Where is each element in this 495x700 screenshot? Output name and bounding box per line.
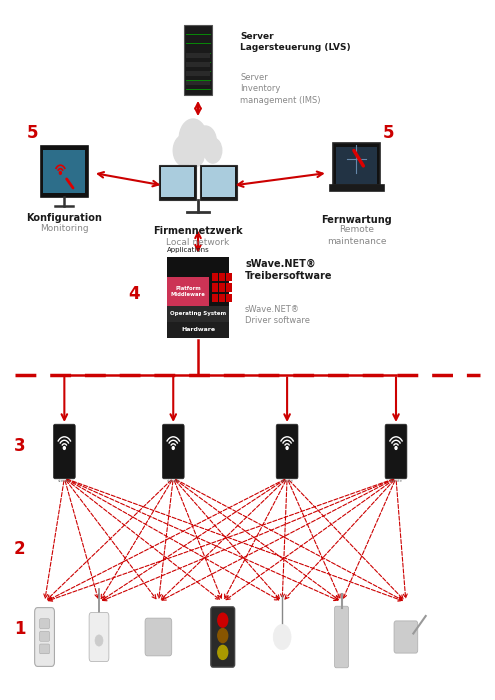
FancyBboxPatch shape	[394, 621, 418, 653]
FancyBboxPatch shape	[162, 424, 184, 479]
FancyBboxPatch shape	[167, 322, 229, 338]
FancyBboxPatch shape	[336, 147, 377, 184]
Text: Monitoring: Monitoring	[40, 224, 89, 233]
FancyBboxPatch shape	[167, 277, 209, 305]
FancyBboxPatch shape	[212, 283, 218, 291]
FancyBboxPatch shape	[211, 607, 235, 667]
Text: 3: 3	[14, 437, 26, 455]
FancyBboxPatch shape	[333, 144, 380, 188]
Text: steute: steute	[390, 479, 402, 483]
FancyBboxPatch shape	[167, 305, 229, 322]
FancyBboxPatch shape	[329, 183, 384, 190]
Circle shape	[195, 126, 216, 157]
Text: Server
Lagersteuerung (LVS): Server Lagersteuerung (LVS)	[240, 32, 350, 52]
Text: 4: 4	[128, 285, 140, 303]
Circle shape	[218, 645, 228, 659]
Circle shape	[95, 635, 103, 646]
Text: 5: 5	[383, 124, 395, 142]
FancyBboxPatch shape	[89, 612, 109, 662]
FancyBboxPatch shape	[167, 258, 229, 338]
Circle shape	[273, 624, 291, 650]
Circle shape	[173, 135, 195, 166]
Text: 1: 1	[14, 620, 26, 638]
Circle shape	[59, 172, 61, 174]
FancyBboxPatch shape	[212, 294, 218, 302]
Text: sWave.NET®
Driver software: sWave.NET® Driver software	[245, 304, 310, 326]
Text: 2: 2	[14, 540, 26, 559]
FancyBboxPatch shape	[40, 644, 50, 654]
FancyBboxPatch shape	[227, 294, 233, 302]
FancyBboxPatch shape	[227, 283, 233, 291]
FancyBboxPatch shape	[44, 150, 86, 193]
FancyBboxPatch shape	[202, 167, 236, 197]
Text: Konfiguration: Konfiguration	[26, 214, 102, 223]
Text: Hardware: Hardware	[181, 327, 215, 332]
FancyBboxPatch shape	[219, 283, 225, 291]
FancyBboxPatch shape	[184, 25, 212, 94]
FancyBboxPatch shape	[385, 424, 407, 479]
Text: Server
Inventory
management (IMS): Server Inventory management (IMS)	[240, 73, 321, 105]
Text: Firmennetzwerk: Firmennetzwerk	[153, 226, 243, 236]
FancyBboxPatch shape	[53, 424, 75, 479]
FancyBboxPatch shape	[41, 146, 88, 197]
Circle shape	[187, 141, 204, 167]
FancyBboxPatch shape	[186, 80, 210, 85]
FancyBboxPatch shape	[40, 619, 50, 629]
FancyBboxPatch shape	[200, 164, 238, 200]
Circle shape	[172, 447, 174, 449]
Circle shape	[179, 119, 207, 158]
Circle shape	[395, 447, 397, 449]
FancyBboxPatch shape	[186, 62, 210, 67]
Text: Operating System: Operating System	[170, 311, 226, 316]
FancyBboxPatch shape	[161, 167, 194, 197]
FancyBboxPatch shape	[219, 294, 225, 302]
Circle shape	[204, 138, 222, 163]
FancyBboxPatch shape	[335, 606, 348, 668]
FancyBboxPatch shape	[219, 272, 225, 281]
Text: steute: steute	[58, 479, 71, 483]
FancyBboxPatch shape	[276, 424, 298, 479]
Text: sWave.NET®
Treibersoftware: sWave.NET® Treibersoftware	[245, 258, 333, 281]
Circle shape	[218, 629, 228, 643]
FancyBboxPatch shape	[212, 272, 218, 281]
Text: steute: steute	[281, 479, 294, 483]
Text: Fernwartung: Fernwartung	[321, 215, 392, 225]
FancyBboxPatch shape	[159, 164, 196, 200]
FancyBboxPatch shape	[40, 631, 50, 641]
Text: Platform
Middleware: Platform Middleware	[171, 286, 205, 297]
FancyBboxPatch shape	[35, 608, 54, 666]
FancyBboxPatch shape	[186, 71, 210, 76]
Text: Remote
maintenance: Remote maintenance	[327, 225, 386, 246]
Text: steute: steute	[167, 479, 180, 483]
Text: Applications: Applications	[167, 247, 209, 253]
Text: 5: 5	[26, 124, 38, 142]
Circle shape	[286, 447, 288, 449]
Circle shape	[218, 613, 228, 627]
FancyBboxPatch shape	[145, 618, 172, 656]
FancyBboxPatch shape	[186, 53, 210, 58]
FancyBboxPatch shape	[227, 272, 233, 281]
Circle shape	[63, 447, 65, 449]
Text: Local network: Local network	[166, 238, 230, 247]
